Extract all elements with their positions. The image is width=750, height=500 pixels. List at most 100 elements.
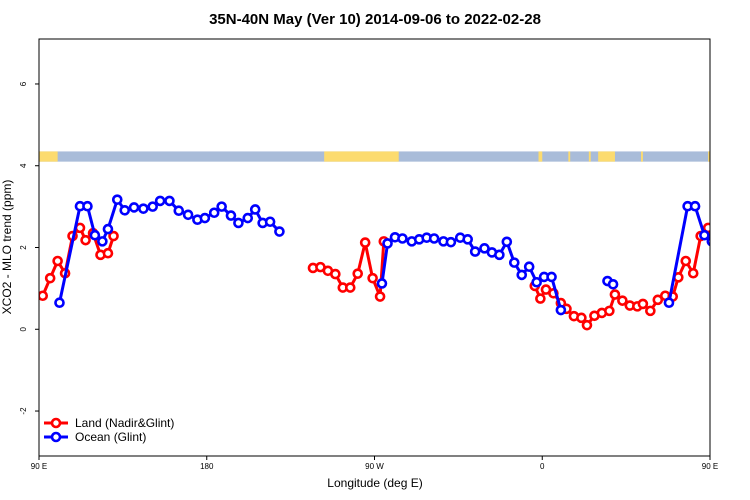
data-point-ocean [523, 261, 535, 273]
data-point-ocean [713, 225, 721, 233]
data-point-ocean [119, 204, 131, 216]
data-point-ocean [531, 276, 542, 288]
y-tick-label: 2 [19, 245, 28, 250]
data-point-land [352, 268, 364, 279]
land-band-segment [641, 151, 643, 162]
land-band-segment [538, 151, 543, 162]
land-band-segment [324, 151, 399, 162]
data-point-ocean [479, 243, 490, 254]
data-point-ocean [264, 216, 276, 228]
data-point-ocean [216, 201, 227, 212]
data-point-ocean [689, 200, 701, 212]
x-tick-label: 90 W [365, 462, 384, 471]
data-point-ocean [111, 194, 123, 205]
legend: Land (Nadir&Glint) Ocean (Glint) [44, 416, 174, 444]
series-layer [39, 194, 746, 331]
data-point-ocean [82, 200, 93, 212]
legend-land-label: Land (Nadir&Glint) [75, 416, 174, 430]
land-band-segment [708, 151, 710, 162]
chart-title: 35N-40N May (Ver 10) 2014-09-06 to 2022-… [209, 11, 541, 28]
data-point-land [738, 232, 746, 240]
data-point-ocean [173, 205, 185, 217]
data-point-land [645, 305, 656, 317]
data-point-ocean [382, 238, 393, 249]
legend-land-marker [50, 417, 62, 429]
x-axis: 90 E 180 90 W 0 90 E [31, 456, 718, 471]
land-ocean-band [39, 151, 710, 162]
x-tick-label: 90 E [702, 462, 718, 471]
data-point-land [367, 272, 378, 284]
legend-ocean-label: Ocean (Glint) [75, 430, 146, 444]
data-point-ocean [182, 209, 194, 221]
data-point-ocean [376, 278, 388, 289]
data-point-ocean [199, 212, 211, 224]
data-point-ocean [208, 207, 220, 219]
data-point-ocean [138, 203, 149, 214]
data-point-land [102, 247, 114, 259]
data-point-ocean [428, 233, 440, 244]
data-point-land [725, 251, 733, 259]
data-point-ocean [154, 195, 166, 207]
data-point-land [717, 229, 725, 237]
legend-ocean-marker [50, 431, 62, 443]
data-point-ocean [501, 236, 513, 248]
data-point-land [637, 298, 649, 310]
data-point-ocean [249, 204, 261, 215]
y-axis: -2 0 2 4 6 [19, 81, 39, 415]
data-point-land [708, 236, 710, 244]
data-point-land [576, 312, 587, 324]
data-point-ocean [397, 233, 408, 244]
data-point-land [680, 255, 692, 267]
data-point-ocean [164, 195, 175, 207]
data-point-ocean [494, 249, 505, 261]
data-point-ocean [445, 236, 457, 248]
y-tick-label: -2 [19, 407, 28, 415]
plot-frame [38, 38, 711, 457]
data-point-land [359, 237, 371, 248]
data-point-ocean [723, 196, 731, 204]
data-point-ocean [274, 226, 285, 237]
data-point-ocean [462, 234, 473, 245]
data-point-land [581, 319, 593, 331]
data-point-ocean [233, 217, 244, 229]
y-axis-label: XCO2 - MLO trend (ppm) [0, 180, 14, 315]
data-point-ocean [508, 257, 520, 268]
data-point-ocean [469, 246, 481, 257]
x-axis-label: Longitude (deg E) [327, 476, 422, 490]
data-point-ocean [242, 212, 254, 224]
data-point-land [652, 294, 664, 306]
data-point-ocean [102, 223, 114, 235]
data-point-ocean [128, 202, 140, 213]
x-tick-label: 180 [200, 462, 214, 471]
data-point-land [604, 305, 615, 317]
land-band-segment [39, 151, 58, 162]
data-point-ocean [555, 304, 567, 316]
data-point-ocean [546, 271, 557, 283]
data-point-land [344, 282, 356, 293]
data-point-ocean [516, 269, 528, 281]
series-line-ocean [667, 204, 710, 303]
data-point-land [52, 255, 63, 267]
data-point-land [374, 291, 386, 302]
data-point-land [80, 234, 91, 246]
data-point-ocean [97, 236, 108, 247]
data-point-ocean [607, 278, 619, 290]
y-tick-label: 4 [19, 163, 28, 168]
data-point-land [39, 290, 49, 302]
x-tick-label: 90 E [31, 462, 47, 471]
y-tick-label: 6 [19, 81, 28, 86]
data-point-ocean [54, 297, 65, 308]
data-point-land [108, 230, 119, 242]
data-point-land [330, 268, 341, 280]
data-point-land [535, 293, 546, 304]
data-point-ocean [706, 236, 710, 247]
data-point-ocean [663, 297, 675, 308]
land-band-segment [588, 151, 591, 162]
data-point-land [609, 289, 621, 300]
land-band-segment [598, 151, 615, 162]
data-point-ocean [730, 206, 738, 214]
data-point-land [732, 249, 740, 257]
land-band-segment [568, 151, 571, 162]
data-point-land [687, 267, 699, 279]
